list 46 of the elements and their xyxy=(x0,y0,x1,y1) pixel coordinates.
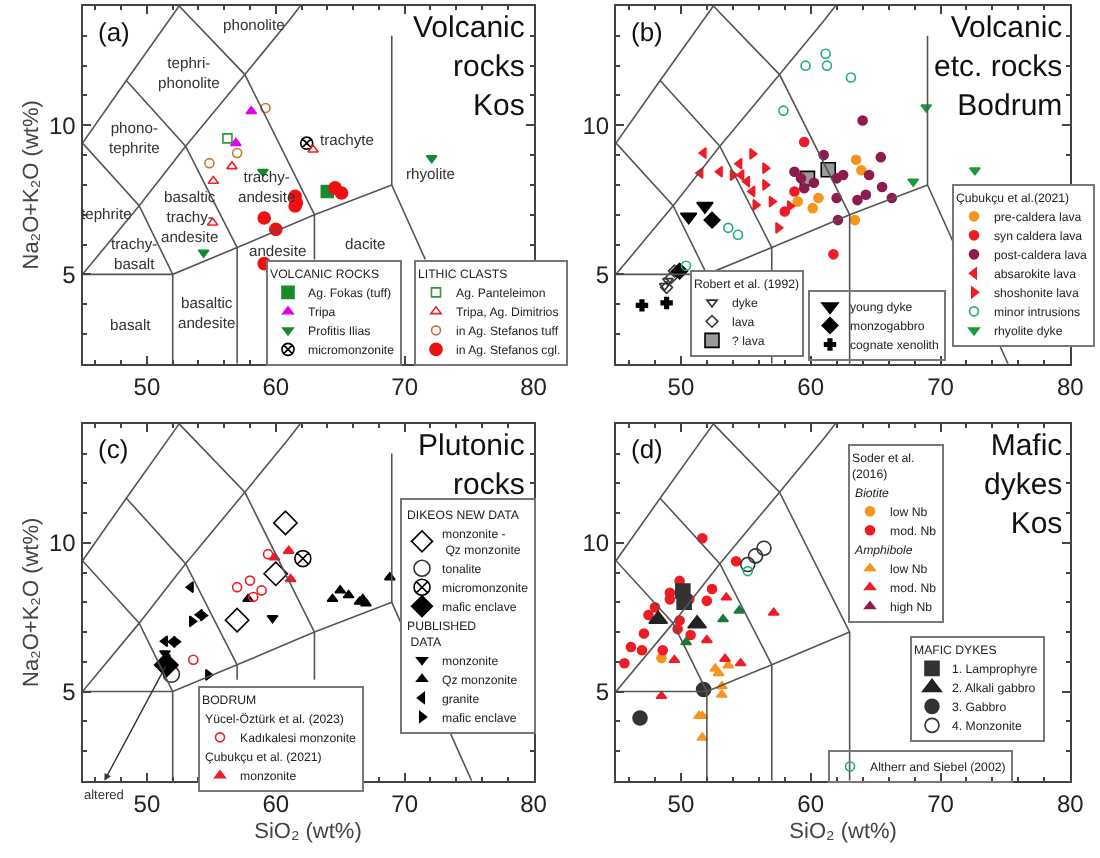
x-tick-label: 60 xyxy=(262,789,290,818)
annotation: (d) xyxy=(631,434,663,464)
annotation: (c) xyxy=(97,434,129,464)
annotation: trachyte xyxy=(320,131,375,149)
annotation: basalt xyxy=(110,316,153,334)
annotation: phono- tephrite xyxy=(108,119,160,157)
y-tick-label: 5 xyxy=(62,677,77,706)
x-tick-label: 50 xyxy=(133,372,161,401)
x-tick-label: 50 xyxy=(667,372,695,401)
y-axis-title: Na₂O+K₂O (wt%) xyxy=(20,517,45,687)
annotation: phonolite xyxy=(223,16,285,34)
x-tick-label: 60 xyxy=(797,789,825,818)
x-tick-label: 80 xyxy=(520,789,548,818)
y-tick-label: 10 xyxy=(582,111,610,140)
x-axis-title: SiO₂ (wt%) xyxy=(254,819,362,844)
x-tick-label: 70 xyxy=(927,372,955,401)
x-tick-label: 50 xyxy=(667,789,695,818)
text: Volcanic etc. rocks Bodrum xyxy=(934,11,1064,123)
annotation: (a) xyxy=(98,17,130,47)
text: Plutonic rocks xyxy=(417,429,526,502)
annotation: rhyolite xyxy=(406,165,455,183)
x-tick-label: 70 xyxy=(391,372,419,401)
x-tick-label: 60 xyxy=(797,372,825,401)
x-tick-label: 80 xyxy=(1056,789,1085,818)
annotation: basaltic andesite xyxy=(177,294,236,332)
x-tick-label: 80 xyxy=(520,372,548,401)
x-tick-label: 70 xyxy=(927,789,955,818)
y-tick-label: 10 xyxy=(48,111,77,140)
annotation: tephri- phonolite xyxy=(158,54,220,92)
text: Volcanic rocks Kos xyxy=(413,11,526,123)
x-tick-label: 70 xyxy=(391,789,419,818)
y-tick-label: 5 xyxy=(595,260,610,289)
x-tick-label: 50 xyxy=(133,789,161,818)
annotation: dacite xyxy=(345,235,386,253)
y-tick-label: 10 xyxy=(48,529,77,558)
annotation: andesite xyxy=(248,242,307,260)
y-tick-label: 10 xyxy=(582,529,610,558)
y-axis-title: Na₂O+K₂O (wt%) xyxy=(20,100,45,270)
x-tick-label: 80 xyxy=(1056,372,1085,401)
x-tick-label: 60 xyxy=(262,372,290,401)
y-tick-label: 5 xyxy=(62,260,77,289)
y-tick-label: 5 xyxy=(595,677,610,706)
text: Mafic dykes Kos xyxy=(984,429,1064,541)
x-axis-title: SiO₂ (wt%) xyxy=(789,819,897,844)
annotation: trachy- basalt xyxy=(110,235,159,273)
annotation: (b) xyxy=(631,17,663,47)
